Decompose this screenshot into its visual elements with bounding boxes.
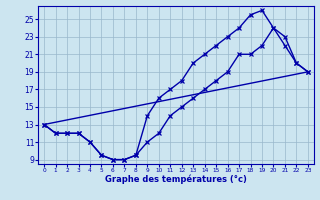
X-axis label: Graphe des températures (°c): Graphe des températures (°c) — [105, 175, 247, 184]
